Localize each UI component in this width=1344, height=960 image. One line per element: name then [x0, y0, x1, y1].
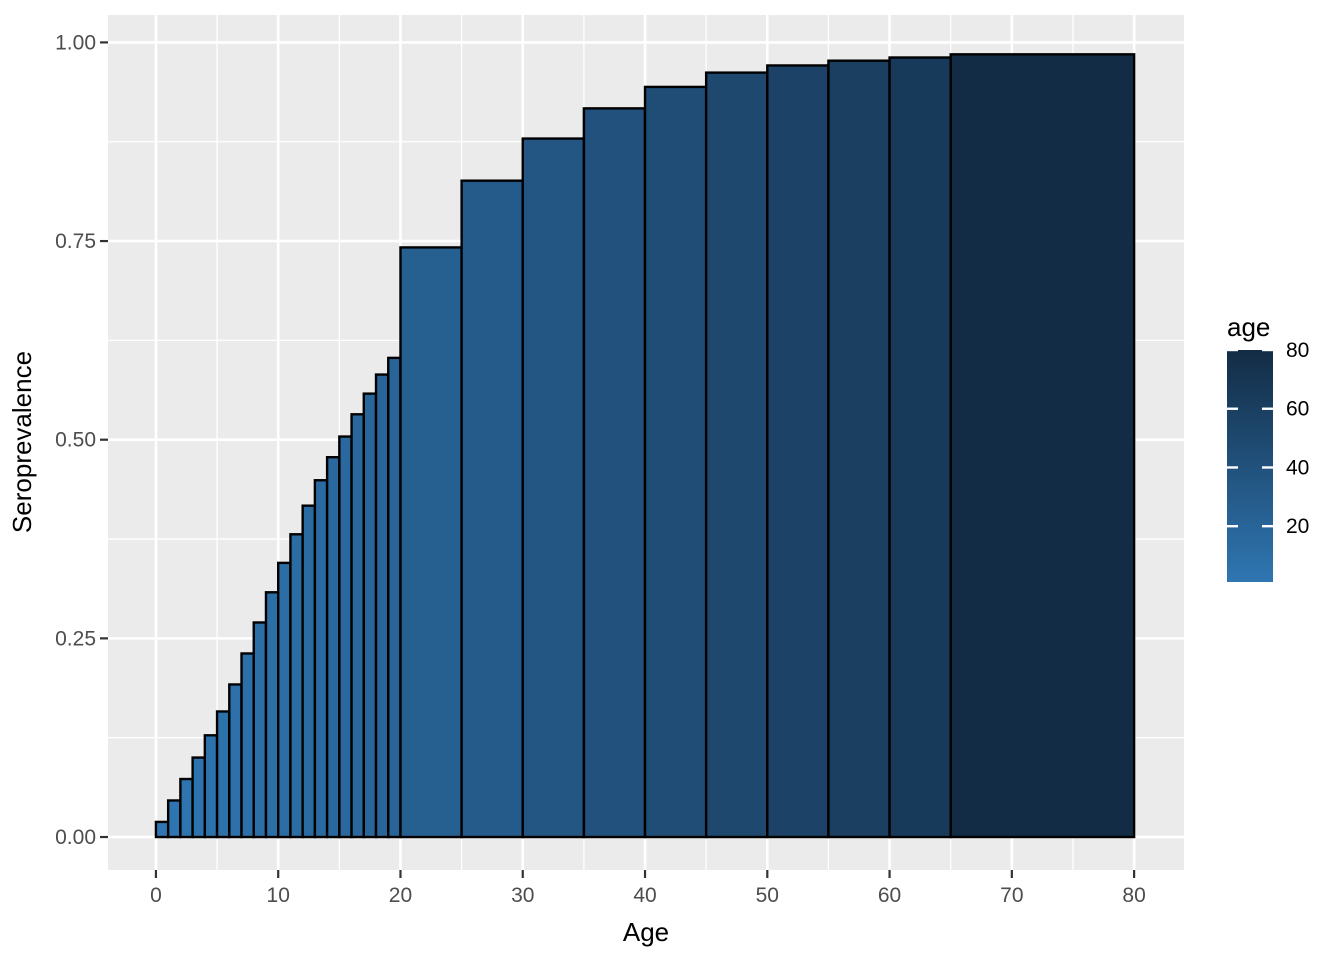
bar-age-11-12 [289, 533, 304, 839]
y-tick-label: 0.50 [55, 429, 96, 452]
bar-age-20-25 [399, 246, 463, 839]
bar-age-25-30 [460, 179, 524, 839]
bar-age-45-50 [704, 71, 769, 839]
bar-age-10-11 [277, 561, 292, 839]
x-tick-label: 80 [1122, 884, 1145, 907]
legend-tick-label: 60 [1286, 398, 1309, 421]
legend-tick-label: 20 [1286, 515, 1309, 538]
x-tick-label: 10 [267, 884, 290, 907]
legend-tick-label: 80 [1286, 339, 1309, 362]
bar-age-40-45 [643, 85, 708, 839]
x-tick-label: 60 [878, 884, 901, 907]
x-tick-label: 0 [150, 884, 162, 907]
x-tick-label: 30 [511, 884, 534, 907]
y-tick-label: 1.00 [55, 31, 96, 54]
bar-age-60-65 [888, 56, 952, 839]
bar-age-19-20 [387, 356, 402, 839]
bar-age-3-4 [191, 756, 207, 839]
bar-age-5-6 [215, 710, 231, 839]
bar-age-18-19 [374, 373, 390, 839]
bar-age-30-35 [521, 137, 586, 839]
x-axis-title: Age [623, 917, 669, 947]
y-axis-title: Seroprevalence [7, 351, 37, 533]
bar-age-9-10 [264, 591, 280, 839]
legend: age 80 60 40 20 [1227, 312, 1309, 582]
bar-age-14-15 [325, 456, 341, 839]
legend-title: age [1227, 312, 1270, 342]
legend-tick-label: 40 [1286, 456, 1309, 479]
bar-age-0-1 [154, 820, 170, 839]
y-tick-label: 0.00 [55, 826, 96, 849]
y-tick-label: 0.25 [55, 627, 96, 650]
x-tick-label: 70 [1000, 884, 1023, 907]
legend-colorbar [1227, 350, 1273, 582]
bar-age-4-5 [203, 734, 219, 839]
x-tick-label: 20 [389, 884, 412, 907]
bar-age-50-55 [766, 64, 830, 839]
bar-age-13-14 [313, 479, 329, 839]
bar-age-2-3 [179, 777, 194, 839]
bar-age-12-13 [301, 504, 317, 839]
x-tick-label: 40 [633, 884, 656, 907]
bar-age-35-40 [582, 107, 647, 839]
bar-age-7-8 [240, 652, 255, 839]
y-tick-label: 0.75 [55, 230, 96, 253]
bar-age-55-60 [827, 59, 891, 839]
bar-age-16-17 [350, 413, 365, 839]
bar-age-17-18 [362, 392, 378, 839]
axes: 0 10 20 30 40 50 60 70 80 0.00 0.25 0.50 0.75 1.00 Age… [7, 31, 1146, 947]
bar-age-15-16 [338, 435, 353, 839]
x-tick-label: 50 [756, 884, 779, 907]
bars [154, 53, 1136, 839]
bar-age-1-2 [166, 799, 182, 839]
bar-age-8-9 [252, 621, 268, 839]
bar-age-65-80 [949, 53, 1136, 839]
bar-age-6-7 [228, 683, 243, 839]
